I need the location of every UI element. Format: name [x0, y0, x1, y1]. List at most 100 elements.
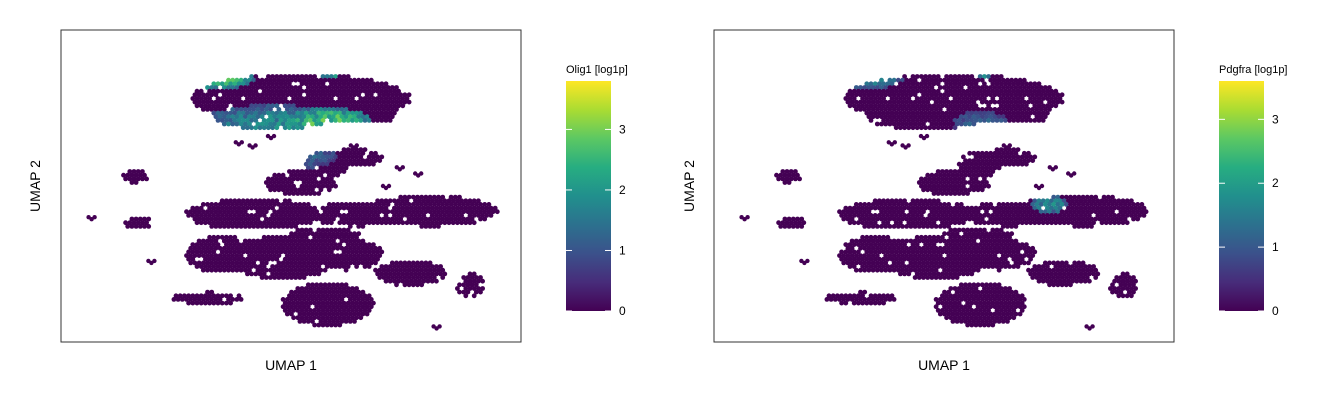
cell-hex [944, 205, 949, 211]
cell-hex [253, 205, 259, 211]
cell-hex [221, 209, 227, 215]
cell-hex [297, 311, 303, 317]
cell-hex [345, 293, 351, 299]
cell-hex [312, 242, 317, 248]
cell-hex [858, 202, 863, 207]
cell-hex [952, 125, 958, 131]
cell-hex [914, 96, 920, 101]
cell-hex [364, 114, 370, 120]
cell-hex [230, 99, 236, 105]
cell-hex [994, 88, 1000, 94]
cell-hex [268, 187, 273, 193]
cell-hex [200, 245, 206, 251]
cell-hex [303, 308, 309, 313]
cell-hex [297, 231, 303, 237]
cell-hex [249, 220, 255, 226]
cell-hex [352, 319, 357, 324]
cell-hex [339, 231, 345, 237]
cell-hex [289, 85, 294, 90]
cell-hex [1068, 209, 1073, 215]
cell-hex [885, 205, 891, 211]
cell-hex [318, 172, 324, 178]
cell-hex [320, 249, 326, 255]
cell-hex [289, 224, 294, 229]
cell-hex [341, 81, 347, 87]
cell-hex [1013, 202, 1019, 207]
cell-hex [297, 107, 303, 112]
cell-hex [318, 282, 324, 288]
cell-hex [446, 220, 452, 226]
cell-hex [322, 150, 328, 156]
cell-hex [459, 220, 464, 226]
cell-hex [1105, 209, 1111, 215]
cell-hex [992, 150, 998, 156]
cell-hex [301, 245, 307, 251]
cell-hex [473, 289, 479, 295]
cell-hex [385, 216, 391, 222]
cell-hex [1028, 96, 1033, 101]
cell-hex [234, 114, 240, 120]
cell-hex [919, 103, 924, 109]
cell-hex [963, 121, 968, 127]
cell-hex [335, 209, 341, 215]
cell-hex [946, 275, 952, 280]
cell-hex [226, 297, 231, 302]
cell-hex [1019, 161, 1025, 167]
cell-hex [881, 118, 886, 123]
cell-hex [282, 118, 288, 123]
cell-hex [452, 194, 458, 200]
cell-hex [232, 88, 238, 94]
cell-hex [318, 289, 324, 295]
cell-hex [375, 118, 380, 123]
cell-hex [1110, 202, 1115, 207]
cell-hex [316, 96, 322, 101]
cell-hex [284, 85, 290, 90]
cell-hex [331, 85, 336, 90]
cell-hex [864, 81, 870, 87]
cell-hex [278, 264, 284, 269]
cell-hex [373, 202, 378, 207]
cell-hex [1017, 311, 1023, 317]
cell-hex [904, 224, 910, 229]
cell-hex [891, 121, 897, 127]
cell-hex [925, 224, 931, 229]
cell-hex [358, 154, 364, 160]
cell-hex [299, 110, 305, 116]
cell-hex [284, 267, 290, 273]
cell-hex [843, 300, 849, 306]
cell-hex [895, 92, 901, 98]
cell-hex [299, 81, 305, 87]
cell-hex [247, 238, 252, 244]
cell-hex [937, 275, 943, 280]
cell-hex [270, 118, 275, 123]
cell-hex [362, 161, 368, 167]
cell-hex [333, 183, 338, 189]
cell-hex [961, 176, 966, 182]
cell-hex [467, 213, 473, 218]
cell-hex [1055, 282, 1061, 288]
cell-hex [1009, 114, 1015, 120]
cell-hex [274, 74, 280, 79]
cell-hex [226, 85, 231, 90]
cell-hex [956, 191, 962, 196]
cell-hex [324, 205, 330, 211]
cell-hex [887, 209, 893, 215]
cell-hex [849, 209, 855, 215]
cell-hex [360, 260, 366, 266]
cell-hex [251, 107, 257, 112]
cell-hex [221, 85, 227, 90]
cell-hex [1105, 202, 1111, 207]
cell-hex [1000, 107, 1006, 112]
cell-hex [253, 213, 259, 218]
cell-hex [297, 85, 303, 90]
cell-hex [280, 114, 286, 120]
cell-hex [303, 234, 309, 240]
cell-hex [305, 319, 311, 324]
cell-hex [274, 81, 280, 87]
cell-hex [245, 125, 250, 131]
cell-hex [255, 209, 261, 215]
cell-hex [295, 110, 301, 116]
cell-hex [316, 154, 322, 160]
cell-hex [1036, 198, 1042, 204]
cell-hex [293, 92, 299, 98]
